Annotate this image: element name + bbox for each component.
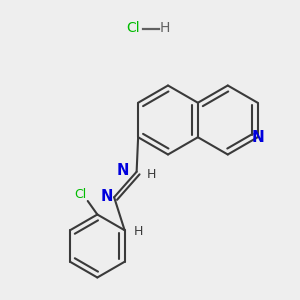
Text: H: H	[147, 168, 157, 181]
Text: N: N	[117, 163, 129, 178]
Text: H: H	[159, 22, 170, 35]
Text: H: H	[134, 225, 144, 238]
Text: Cl: Cl	[75, 188, 87, 202]
Text: N: N	[100, 189, 112, 204]
Text: N: N	[251, 130, 264, 145]
Text: Cl: Cl	[127, 22, 140, 35]
